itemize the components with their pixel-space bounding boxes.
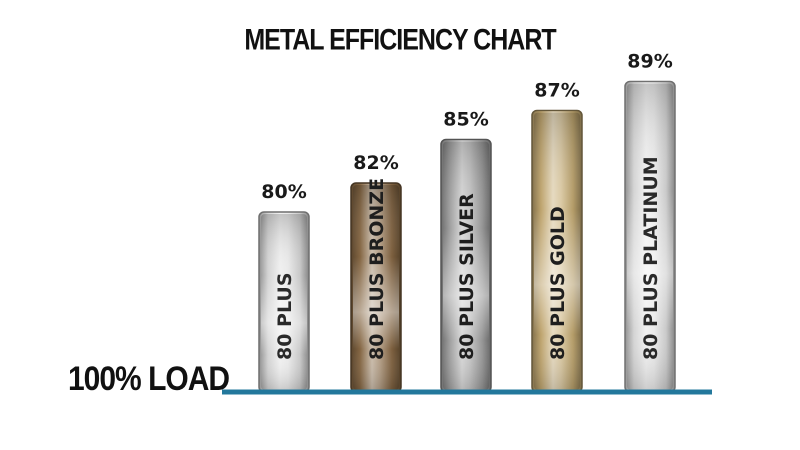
- data-label: 85%: [443, 109, 488, 131]
- bar-shine: [443, 141, 489, 390]
- data-label: 80%: [261, 181, 306, 203]
- bar-group: 82% 80 PLUS BRONZE: [350, 152, 402, 393]
- category-label: 80 PLUS SILVER: [456, 193, 478, 360]
- bar-shine: [261, 214, 307, 390]
- bar-shine: [353, 185, 399, 390]
- category-label: 80 PLUS BRONZE: [366, 178, 388, 360]
- load-axis-label: 100% LOAD: [68, 360, 230, 398]
- bar-shine: [534, 112, 580, 390]
- category-label: 80 PLUS GOLD: [547, 206, 569, 360]
- data-label: 89%: [627, 51, 672, 73]
- category-label: 80 PLUS PLATINUM: [640, 156, 662, 360]
- bar-shine: [627, 83, 673, 390]
- data-label: 87%: [534, 80, 579, 102]
- bar-group: 89% 80 PLUS PLATINUM: [624, 51, 676, 393]
- bar-group: 80% 80 PLUS: [258, 181, 310, 393]
- category-label: 80 PLUS: [274, 272, 296, 360]
- data-label: 82%: [353, 152, 398, 174]
- bar-group: 87% 80 PLUS GOLD: [531, 80, 583, 393]
- chart-title: METAL EFFICIENCY CHART: [244, 23, 556, 57]
- bars-layer: 80% 80 PLUS 82% 80 PLUS BRONZE 85% 80 PLUS SI…: [258, 51, 676, 393]
- bar-group: 85% 80 PLUS SILVER: [440, 109, 492, 393]
